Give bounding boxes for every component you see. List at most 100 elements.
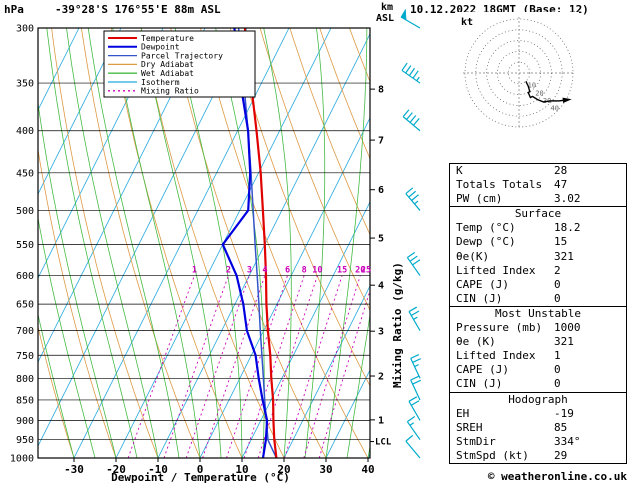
svg-text:20: 20 xyxy=(277,463,290,476)
svg-text:350: 350 xyxy=(16,79,34,90)
stat-value: 0 xyxy=(554,277,561,291)
legend-label: Mixing Ratio xyxy=(141,87,199,96)
wind-barbs xyxy=(400,8,422,459)
wind-barb-staff xyxy=(405,440,421,459)
stat-value: 15 xyxy=(554,235,568,249)
skewt-chart: 3003504004505005506006507007508008509009… xyxy=(9,8,422,476)
svg-text:6: 6 xyxy=(285,266,290,276)
stat-value: 1000 xyxy=(554,321,581,335)
svg-text:2: 2 xyxy=(226,266,231,276)
stat-row: CAPE (J) 0 xyxy=(450,363,626,377)
wind-barb-staff xyxy=(402,116,421,132)
hodograph-unit-label: kt xyxy=(461,17,473,28)
pressure-unit-label: hPa xyxy=(4,3,24,16)
svg-text:8: 8 xyxy=(378,85,384,96)
x-axis-label: Dewpoint / Temperature (°C) xyxy=(111,471,290,484)
svg-text:1: 1 xyxy=(192,266,197,276)
hodograph-ring xyxy=(507,61,531,85)
hodograph-ring-label: 40 xyxy=(551,105,559,113)
svg-text:800: 800 xyxy=(16,374,34,385)
stat-label: CAPE (J) xyxy=(456,363,509,377)
asl-axis-label: ASL xyxy=(376,13,395,24)
stat-row: K 28 xyxy=(450,164,626,178)
hodograph-ring-label: 10 xyxy=(528,82,536,90)
hodograph-ring xyxy=(464,18,574,128)
svg-text:600: 600 xyxy=(16,271,34,282)
stat-label: K xyxy=(456,164,463,177)
stat-label: Lifted Index xyxy=(456,349,536,363)
plot-frame xyxy=(37,27,371,459)
stat-label: CIN (J) xyxy=(456,291,503,305)
stat-label: Dewp (°C) xyxy=(456,235,516,249)
pressure-axis-labels: 300 350 400 450 500 550 600 650 700 750 800 850 900 9… xyxy=(10,24,34,465)
svg-text:7: 7 xyxy=(378,136,384,147)
stat-row: θe(K) 321 xyxy=(450,250,626,264)
stat-row: Dewp (°C) 15 xyxy=(450,235,626,249)
stat-label: StmDir xyxy=(456,434,496,448)
stat-value: -19 xyxy=(554,406,574,420)
pressure-gridlines xyxy=(38,28,370,458)
hodograph-ring xyxy=(475,29,563,117)
svg-text:1: 1 xyxy=(378,415,384,426)
stat-value: 3.02 xyxy=(554,192,581,206)
hodograph-ring xyxy=(497,51,541,95)
stat-row: Temp (°C) 18.2 xyxy=(450,221,626,235)
svg-text:-10: -10 xyxy=(148,463,168,476)
stat-label: PW (cm) xyxy=(456,192,503,206)
temperature-curve xyxy=(243,28,278,458)
svg-text:10: 10 xyxy=(312,266,322,276)
stat-label: CIN (J) xyxy=(456,377,503,391)
temperature-axis-labels: -30 -20 -10 0 10 20 30 40 xyxy=(64,458,375,476)
plot-area xyxy=(38,28,370,458)
station-title: -39°28'S 176°55'E 88m ASL xyxy=(55,3,221,16)
stat-value: 85 xyxy=(554,420,568,434)
svg-text:3: 3 xyxy=(247,266,252,276)
svg-text:5: 5 xyxy=(378,234,384,245)
stat-label: Lifted Index xyxy=(456,263,536,277)
svg-text:8: 8 xyxy=(302,266,307,276)
stat-row: CAPE (J) 0 xyxy=(450,278,626,292)
stat-section-title: Surface xyxy=(450,206,626,221)
hodograph-ring xyxy=(486,40,552,106)
hodograph-arrow xyxy=(562,97,572,104)
credit: © weatheronline.co.uk xyxy=(487,470,627,483)
stat-value: 0 xyxy=(554,377,561,391)
stat-value: 0 xyxy=(554,291,561,305)
stat-value: 0 xyxy=(554,363,561,377)
stat-row: StmDir 334° xyxy=(450,435,626,449)
stat-section-title: Hodograph xyxy=(450,391,626,407)
stat-label: StmSpd (kt) xyxy=(456,448,529,462)
legend-label: Isotherm xyxy=(141,78,180,87)
wind-barb-staff xyxy=(406,421,421,441)
wind-barb-staff xyxy=(408,311,421,331)
legend-label: Temperature xyxy=(141,34,194,43)
stat-row: Lifted Index 2 xyxy=(450,264,626,278)
legend-label: Parcel Trajectory xyxy=(141,51,223,60)
svg-text:6: 6 xyxy=(378,185,384,196)
stat-label: SREH xyxy=(456,420,483,434)
wind-barb-staff xyxy=(405,193,421,211)
svg-text:30: 30 xyxy=(319,463,332,476)
stat-value: 28 xyxy=(554,164,568,177)
svg-text:2: 2 xyxy=(378,372,384,383)
legend-label: Wet Adiabat xyxy=(141,69,194,78)
svg-text:850: 850 xyxy=(16,395,34,406)
svg-text:500: 500 xyxy=(16,206,34,217)
svg-text:700: 700 xyxy=(16,326,34,337)
stat-row: CIN (J) 0 xyxy=(450,377,626,391)
dewpoint-curve xyxy=(221,28,269,458)
svg-text:40: 40 xyxy=(361,463,374,476)
km-axis-label: km xyxy=(381,2,394,13)
stat-label: CAPE (J) xyxy=(456,277,509,291)
stat-label: Pressure (mb) xyxy=(456,321,543,335)
stat-value: 18.2 xyxy=(554,221,581,235)
stat-row: StmSpd (kt) 29 xyxy=(450,449,626,463)
stat-value: 2 xyxy=(554,263,561,277)
svg-text:450: 450 xyxy=(16,168,34,179)
wind-barb-staff xyxy=(410,358,421,379)
svg-text:20: 20 xyxy=(355,266,365,276)
stat-row: θe (K) 321 xyxy=(450,335,626,349)
